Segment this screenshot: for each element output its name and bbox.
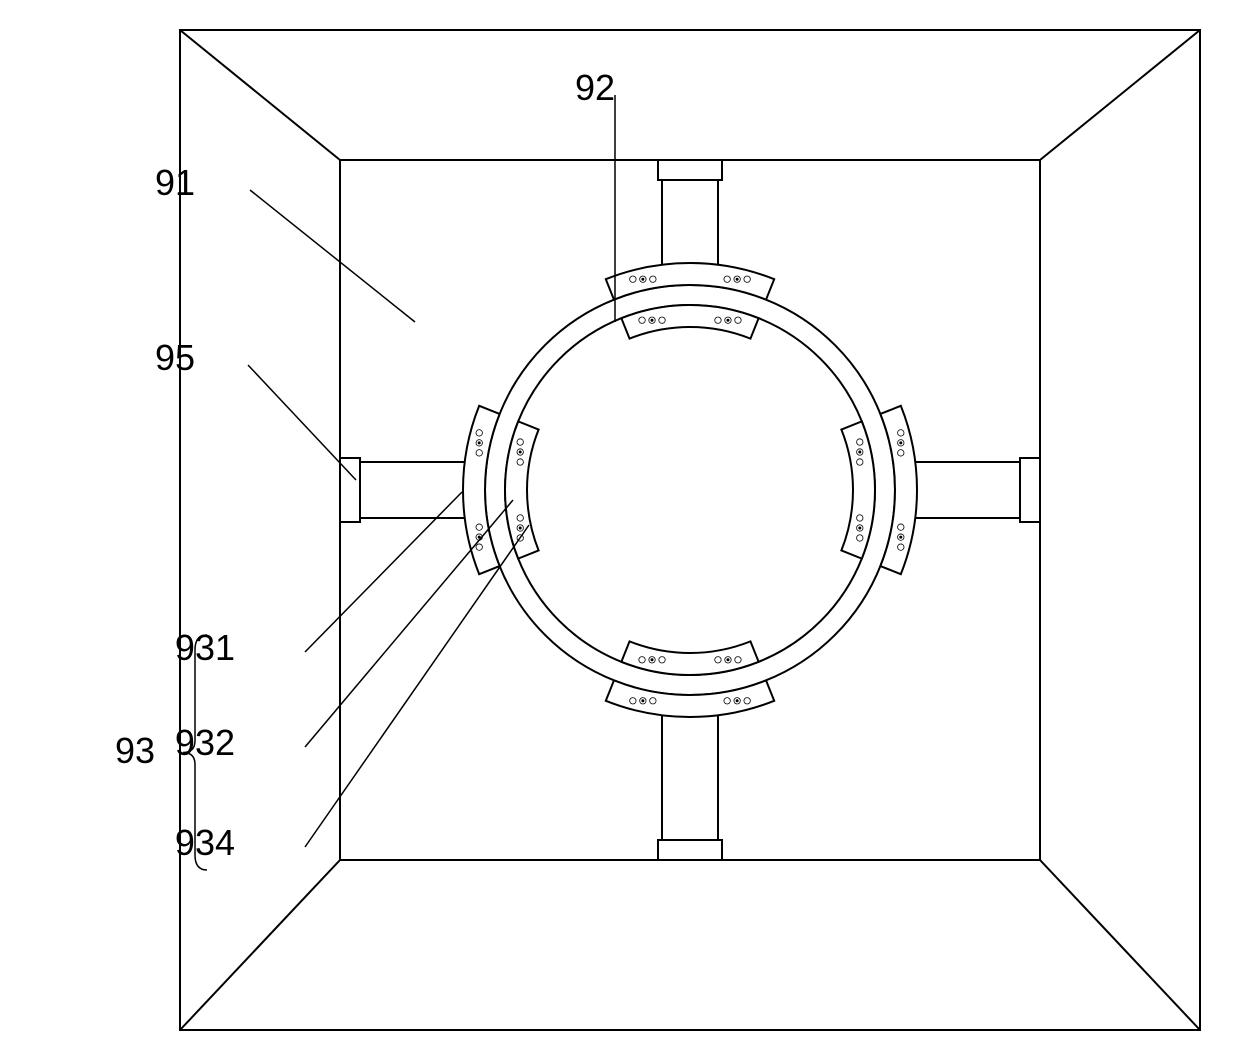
ring-inner <box>505 305 875 675</box>
bolt-center <box>726 319 729 322</box>
leader-934 <box>305 525 529 847</box>
bolt-center <box>899 441 902 444</box>
label-93: 93 <box>115 730 155 771</box>
bolt-center <box>651 319 654 322</box>
bolt-center <box>478 441 481 444</box>
bolt-center <box>736 699 739 702</box>
leader-932 <box>305 500 513 747</box>
bolt-center <box>899 536 902 539</box>
bolt-center <box>641 699 644 702</box>
bolt-center <box>519 451 522 454</box>
bolt-center <box>641 278 644 281</box>
bolt-center <box>726 658 729 661</box>
bolt-center <box>858 526 861 529</box>
label-934: 934 <box>175 822 235 863</box>
leader-91 <box>250 190 415 322</box>
bolt-center <box>858 451 861 454</box>
bolt-center <box>519 526 522 529</box>
perspective-edge <box>180 30 340 160</box>
label-92: 92 <box>575 67 615 108</box>
arm-bottom <box>658 695 722 860</box>
perspective-edge <box>1040 860 1200 1030</box>
perspective-edge <box>180 860 340 1030</box>
bolt-center <box>651 658 654 661</box>
label-931: 931 <box>175 627 235 668</box>
perspective-edge <box>1040 30 1200 160</box>
label-932: 932 <box>175 722 235 763</box>
diagram-root: 91 92 93 95 931 932 934 <box>0 0 1240 1050</box>
label-91: 91 <box>155 162 195 203</box>
bolt-center <box>736 278 739 281</box>
label-95: 95 <box>155 337 195 378</box>
